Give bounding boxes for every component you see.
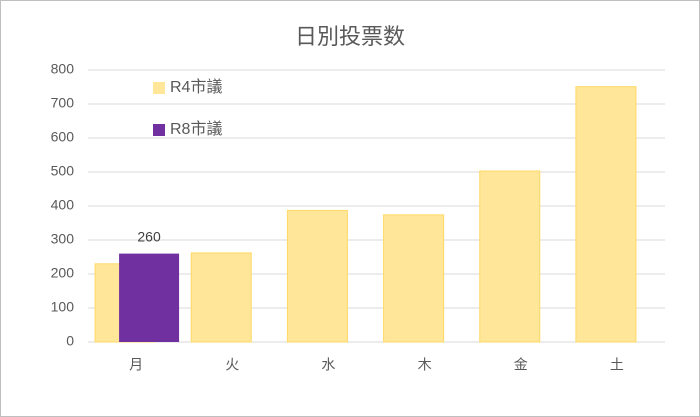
data-label: 260 [137, 228, 161, 244]
x-tick-label: 金 [514, 357, 528, 373]
y-tick-label: 0 [66, 333, 74, 349]
legend-label: R8市議 [170, 120, 222, 138]
x-tick-label: 月 [129, 357, 143, 373]
x-tick-label: 土 [610, 357, 624, 373]
y-tick-label: 800 [51, 61, 75, 77]
legend-swatch [153, 124, 165, 136]
bar [190, 252, 252, 343]
bar [479, 170, 541, 343]
bar [383, 214, 445, 343]
y-tick-label: 100 [51, 299, 75, 315]
legend-swatch [153, 82, 165, 94]
y-tick-label: 600 [51, 129, 75, 145]
legend-label: R4市議 [170, 78, 222, 96]
y-tick-label: 500 [51, 163, 75, 179]
y-tick-label: 700 [51, 95, 75, 111]
y-tick-label: 300 [51, 231, 75, 247]
bar [575, 86, 637, 343]
x-tick-label: 火 [225, 357, 239, 373]
y-tick-label: 400 [51, 197, 75, 213]
bar [119, 253, 180, 342]
x-tick-label: 木 [418, 357, 432, 373]
bar [286, 209, 348, 343]
y-tick-label: 200 [51, 265, 75, 281]
chart-title: 日別投票数 [295, 24, 405, 49]
x-tick-label: 水 [321, 357, 335, 373]
